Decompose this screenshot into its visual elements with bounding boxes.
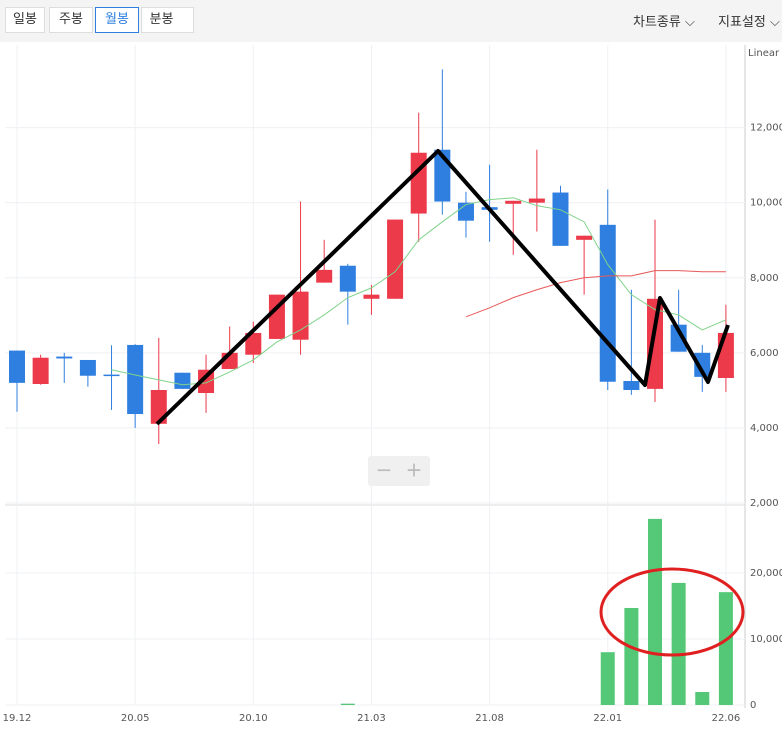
candle-body [339, 265, 356, 292]
candle-body [9, 350, 25, 383]
candle-body [316, 269, 333, 283]
candle-body [387, 219, 404, 299]
candle-body [528, 198, 545, 203]
scale-label: Linear [748, 48, 780, 59]
menu[interactable]: 지표설정 ⌵ [718, 15, 780, 30]
candle-body [198, 369, 215, 394]
menu-text: 지표설정 [718, 15, 766, 30]
candle-body [623, 380, 640, 391]
y-tick-label: 12,000 [750, 123, 782, 134]
candle-body [457, 202, 474, 221]
y-tick-label: 6,000 [750, 348, 779, 359]
tab-text: 분봉 [149, 12, 174, 27]
tab-active[interactable]: 월봉 [95, 7, 139, 33]
x-tick-label: 20.05 [121, 713, 150, 724]
candle-body [56, 356, 73, 359]
candle-body [127, 344, 144, 415]
menu[interactable]: 차트종류 ⌵ [633, 15, 695, 30]
candle-body [670, 324, 687, 352]
volume-bar [671, 582, 686, 705]
x-tick-label: 22.01 [593, 713, 622, 724]
y-tick-label: 10,000 [750, 198, 782, 209]
candle-body [647, 298, 664, 389]
candle-body [552, 192, 569, 246]
x-tick-label: 19.12 [3, 713, 32, 724]
candle-body [174, 372, 191, 389]
candle-body [32, 357, 49, 384]
y-tick-label: 4,000 [750, 423, 779, 434]
y-tick-label: 20,000,000 [750, 568, 782, 579]
x-tick-label: 20.10 [239, 713, 268, 724]
volume-bar [648, 518, 663, 705]
toolbar: 일봉 주봉 월봉 분봉 차트종류 ⌵ 지표설정 ⌵ [0, 0, 782, 42]
volume-bar [718, 592, 733, 705]
candle-body [79, 359, 96, 376]
tab[interactable]: 분봉 [141, 7, 194, 33]
zoom-out[interactable]: − [376, 458, 393, 482]
y-tick-label: 2,000 [750, 498, 779, 509]
moving-average [111, 197, 727, 386]
tab[interactable]: 주봉 [49, 7, 93, 33]
zoom-in[interactable]: + [406, 458, 423, 482]
candle-body [363, 294, 380, 299]
volume-bar [600, 652, 615, 705]
moving-average [465, 270, 726, 318]
candle-body [245, 332, 262, 355]
trend-drawing [155, 149, 730, 426]
candle-body [576, 235, 593, 240]
candle-body [505, 200, 522, 204]
y-tick-label: 10,000,000 [750, 634, 782, 645]
y-tick-label: 8,000 [750, 273, 779, 284]
highlight-ellipse [599, 567, 745, 657]
candle-body [694, 352, 711, 377]
zoom-control[interactable] [368, 456, 430, 486]
x-tick-label: 21.03 [357, 713, 386, 724]
y-tick-label: 0 [750, 700, 756, 711]
plot: 19.12 20.05 20.10 21.03 21.08 22.01 22.06 2,000… [3, 45, 782, 724]
x-tick-label: 21.08 [475, 713, 504, 724]
chart: Linear 19.12 20.05 20.10 21.03 21.08 22.01 22.… [3, 45, 782, 724]
volume-bar [624, 607, 639, 705]
candle-body [717, 332, 734, 378]
volume-bar [340, 703, 355, 705]
x-tick-label: 22.06 [712, 713, 741, 724]
tab[interactable]: 일봉 [5, 7, 45, 33]
candle-body [599, 224, 616, 382]
menu-text: 차트종류 [633, 15, 681, 30]
volume-bar [695, 691, 710, 705]
candle-body [103, 374, 120, 377]
candle-body [150, 390, 167, 424]
